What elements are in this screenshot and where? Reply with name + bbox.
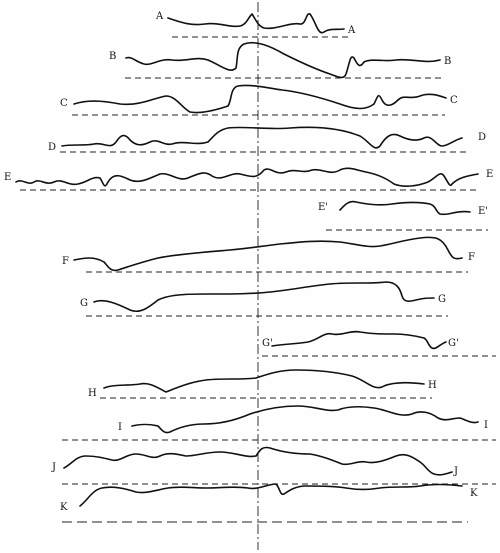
profile-curve-h (103, 369, 425, 393)
profile-row-b: B B (109, 41, 451, 79)
label-f-right: F (468, 252, 475, 263)
label-j-left: J (51, 462, 56, 473)
profile-row-h: H H (88, 369, 437, 399)
label-h-right: H (428, 380, 437, 391)
profile-row-g-prime: G' G' (262, 330, 496, 357)
profile-curve-b (125, 41, 441, 79)
label-d-left: D (48, 142, 56, 153)
profile-row-j: J J (51, 446, 496, 485)
label-g-left: G (80, 298, 88, 309)
profile-curve-f (73, 236, 463, 272)
profile-curve-c (73, 84, 447, 114)
profile-row-k: K K (60, 483, 478, 523)
profile-row-e: E E (4, 167, 493, 191)
profile-row-i: I I (62, 405, 496, 441)
label-k-right: K (470, 488, 478, 499)
profile-row-e-prime: E' E' (318, 200, 488, 231)
label-d-right: D (478, 132, 486, 143)
label-k-left: K (60, 502, 68, 513)
label-e-prime-right: E' (478, 206, 488, 217)
label-i-right: I (484, 420, 488, 431)
profile-curve-j (63, 446, 453, 476)
profile-curve-d (61, 126, 463, 149)
label-a-left: A (155, 11, 164, 22)
profile-curve-e-prime (339, 200, 471, 216)
label-e-prime-left: E' (318, 202, 328, 213)
label-b-left: B (109, 51, 116, 62)
profile-curve-a (167, 13, 345, 34)
profile-row-g: G G (80, 281, 448, 317)
label-c-left: C (60, 98, 68, 109)
profile-curve-k (79, 483, 463, 507)
label-e-right: E (486, 169, 493, 180)
label-e-left: E (4, 172, 11, 183)
label-i-left: I (118, 422, 122, 433)
label-b-right: B (444, 56, 451, 67)
profile-curve-i (131, 405, 479, 434)
profile-row-a: A A (155, 11, 356, 38)
label-h-left: H (88, 388, 97, 399)
profile-curve-g-prime (271, 330, 447, 350)
label-f-left: F (62, 256, 69, 267)
profile-curve-g (93, 281, 435, 313)
label-a-right: A (347, 25, 356, 36)
profile-row-f: F F (62, 236, 475, 273)
profile-row-c: C C (60, 84, 458, 116)
profile-curve-e (15, 167, 479, 187)
label-g-prime-left: G' (262, 338, 273, 349)
label-c-right: C (450, 95, 458, 106)
label-g-prime-right: G' (448, 338, 459, 349)
label-j-right: J (453, 466, 458, 477)
profile-row-d: D D (48, 126, 486, 153)
label-g-right: G (438, 294, 446, 305)
